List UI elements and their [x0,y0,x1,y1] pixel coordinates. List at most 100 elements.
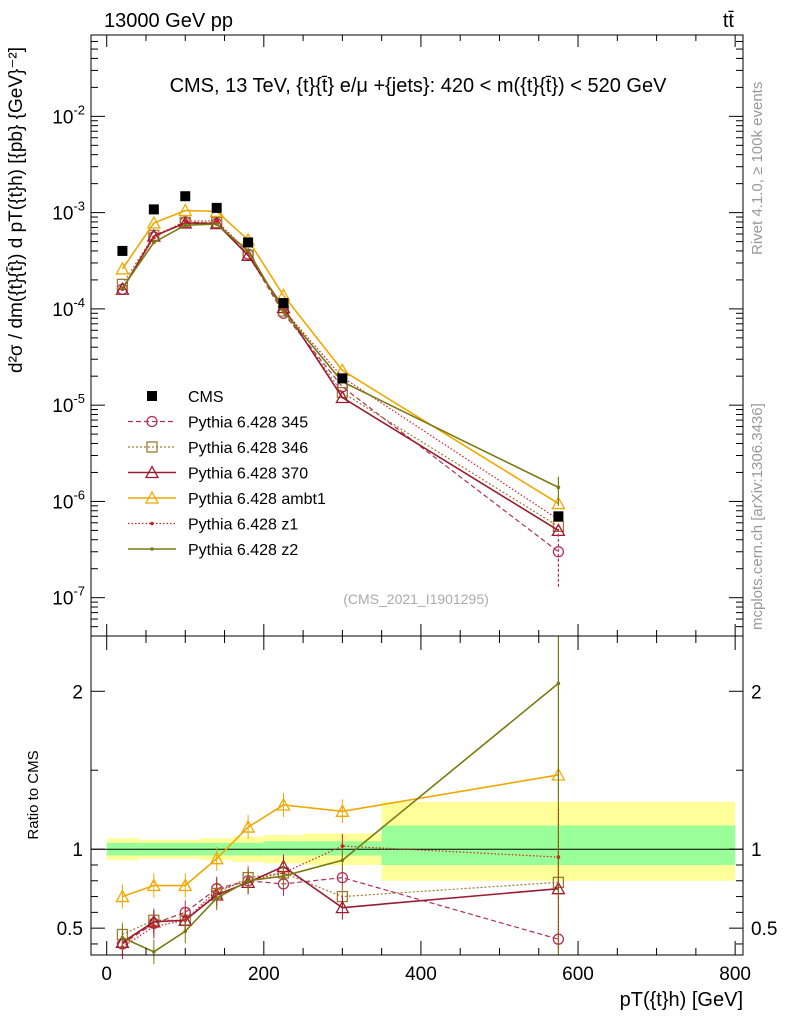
series-pythia-6-428-z1 [120,219,561,522]
legend-item: Pythia 6.428 z2 [128,542,298,559]
series-point [183,223,188,228]
legend-label: Pythia 6.428 z2 [188,542,298,559]
ratio-y-axis-label: Ratio to CMS [25,750,42,839]
series-point [178,203,193,217]
ratio-point [335,900,350,914]
legend-marker [146,415,158,428]
series-point [152,235,156,240]
legend-item: Pythia 6.428 ambt1 [128,490,326,508]
ratio-point [120,935,125,940]
x-tick-label: 600 [562,964,594,985]
y-tick-label: 10-4 [52,295,85,321]
legend-item: Pythia 6.428 370 [128,465,308,483]
mcplots-label: mcplots.cern.ch [arXiv:1306.3436] [749,403,766,630]
ratio-y-tick-label-right: 2 [751,682,762,703]
header-final-state-label: tt̄ [723,10,735,32]
y-tick-label: 10-3 [52,199,85,225]
data-point [278,298,289,309]
rivet-label: Rivet 4.1.0, ≥ 100k events [749,82,766,255]
series-point [146,215,161,229]
series-line [121,223,559,489]
x-axis-label: pT({t}h) [GeV] [620,989,743,1011]
legend-item: Pythia 6.428 346 [128,440,308,457]
ratio-point [276,797,291,811]
series-point [552,546,565,558]
ratio-point [335,803,350,817]
legend-label: Pythia 6.428 345 [188,415,308,432]
series-pythia-6-428-z2 [120,222,561,490]
legend-label: Pythia 6.428 z1 [188,517,298,534]
ratio-point [183,929,188,934]
ratio-point [178,878,193,892]
ratio-line [122,682,559,953]
header: 13000 GeV pp tt̄ [104,10,734,32]
y-tick-label: 10-6 [52,487,85,513]
ratio-point [336,871,349,884]
x-tick-label: 800 [719,964,751,985]
series-point [178,215,193,229]
series-point [551,496,566,510]
data-point [180,191,191,202]
data-point [337,373,348,384]
series-point [246,249,250,253]
ratio-pythia-6-428-z2 [120,671,561,964]
series-point [183,219,188,223]
ratio-point [246,878,250,883]
ratio-point [115,889,130,903]
ratio-point [214,896,219,900]
y-tick-label: 10-2 [52,102,85,128]
series-pythia-6-428-ambt1 [115,203,566,510]
series-point [115,261,130,275]
ratio-y-tick-label: 0.5 [57,919,83,940]
data-point [117,245,128,256]
chart-title: CMS, 13 TeV, {t}{t̄} e/μ +{jets}: 420 < … [170,75,668,97]
legend-marker [144,465,160,479]
series-point [209,216,224,230]
legend-item: Pythia 6.428 z1 [128,517,298,534]
ratio-line [122,774,559,898]
legend-marker [150,521,154,526]
ratio-line [122,872,559,936]
series-point [115,281,130,295]
ratio-y-tick-label-right: 0.5 [751,919,777,940]
series-point [335,390,350,404]
series-point [120,286,125,290]
ratio-point [152,924,156,929]
series-line [121,222,559,532]
data-point [211,202,222,213]
data-point [148,204,159,215]
header-process-label: 13000 GeV pp [104,10,233,32]
ratio-pythia-6-428-ambt1 [115,762,566,909]
data-point [553,511,564,522]
series-point [214,222,219,226]
legend-item: CMS [147,389,224,406]
legend-label: Pythia 6.428 346 [188,440,308,457]
ratio-point [241,819,256,833]
ratio-line [122,845,559,948]
y-axis-label: d²σ / dm({t}{t̄}) d pT({t}h) [{pb} {GeV}… [6,47,27,373]
ratio-point [152,950,156,954]
ratio-panel: 0.5 0.5 1 1 2 2 0 200 400 600 800 [57,635,777,985]
ratio-line [122,877,559,945]
main-panel: 10-7 10-6 10-5 10-4 10-3 10-2 [52,34,744,637]
ratio-y-tick-label: 1 [72,840,83,861]
ratio-frame [90,635,744,956]
legend-label: Pythia 6.428 ambt1 [188,491,326,508]
legend-label: CMS [188,389,224,406]
legend-marker [150,547,154,551]
ratio-point [281,874,286,878]
legend-marker [144,490,160,504]
legend-label: Pythia 6.428 370 [188,466,308,483]
y-tick-label: 10-7 [52,584,85,610]
x-tick-label: 200 [248,964,280,985]
ratio-point [146,878,161,892]
series-point [214,219,219,223]
y-tick-label: 10-5 [52,391,85,417]
legend-marker [147,391,157,401]
analysis-watermark: (CMS_2021_I1901295) [343,591,489,607]
series-line [121,209,559,505]
x-tick-label: 0 [101,964,112,985]
series-point [281,309,286,313]
series-pythia-6-428-345 [116,216,565,558]
